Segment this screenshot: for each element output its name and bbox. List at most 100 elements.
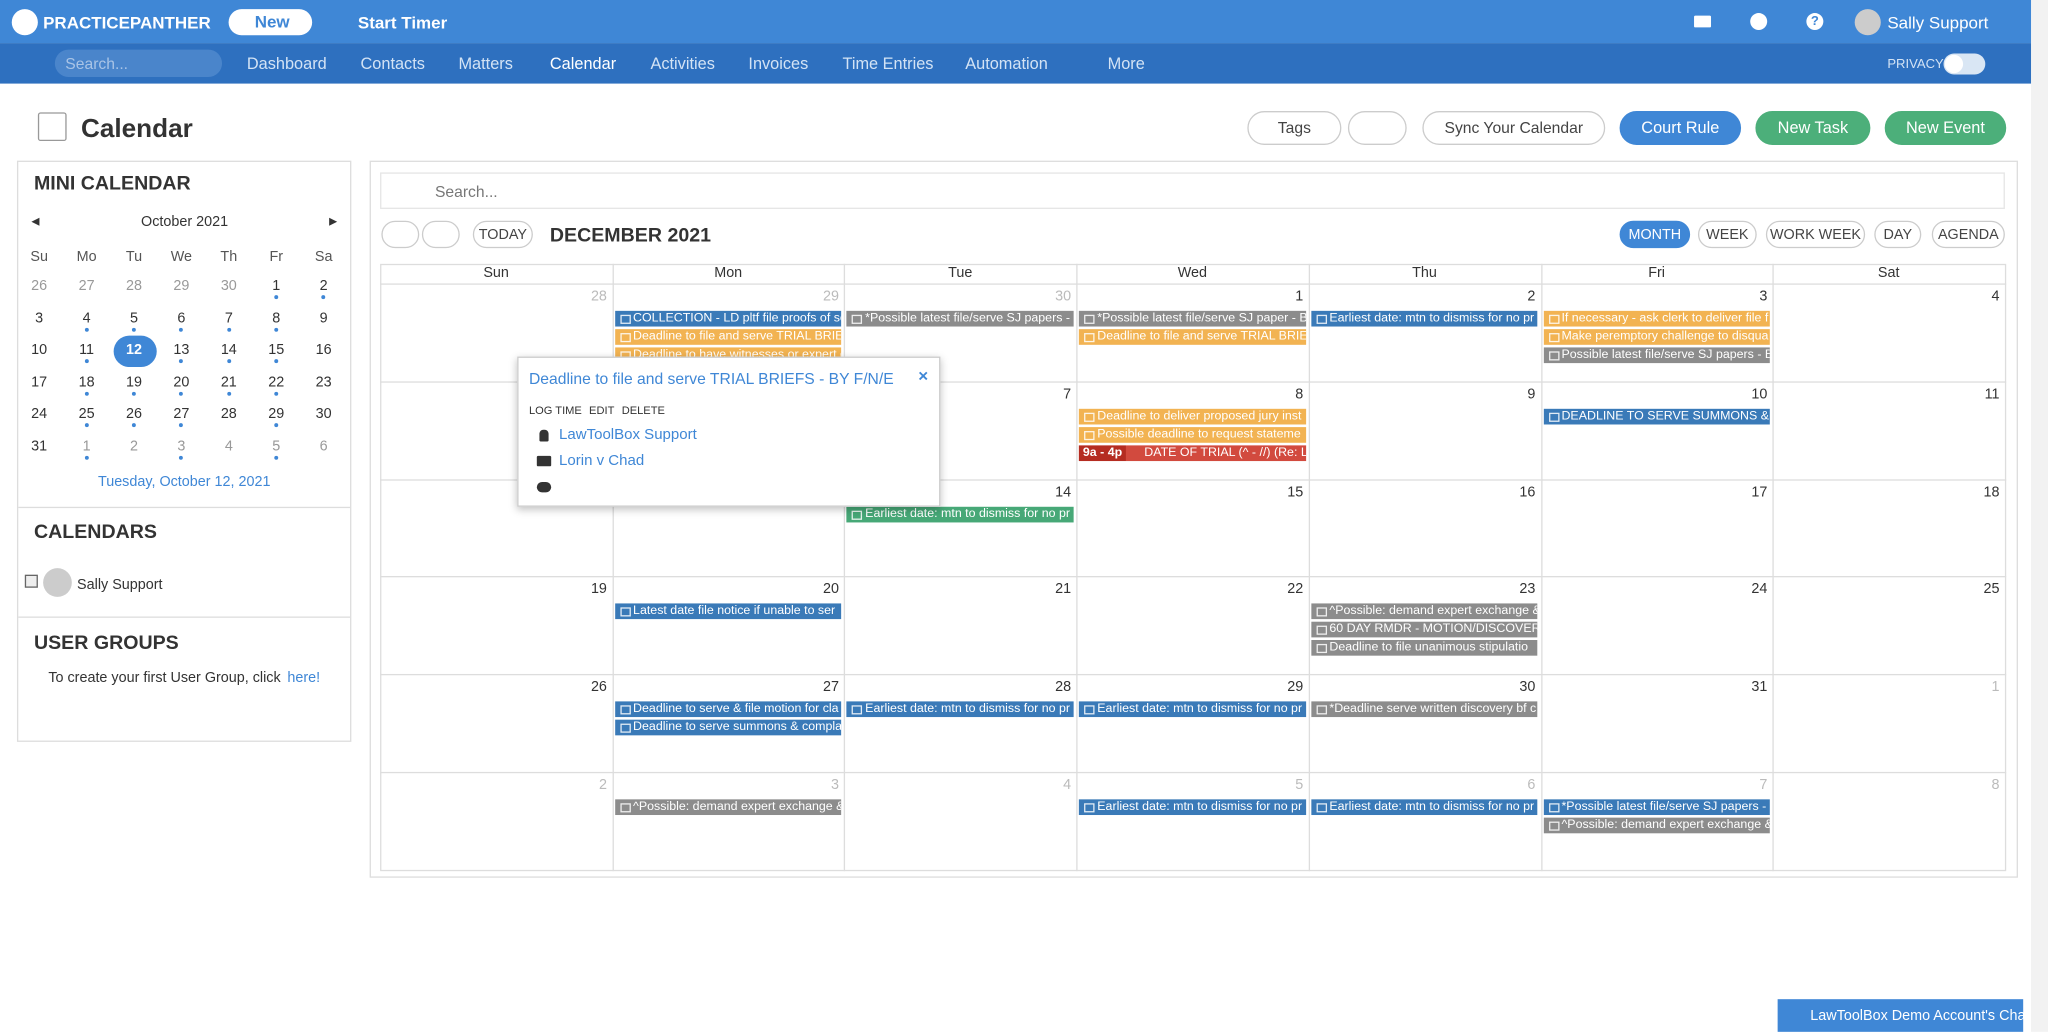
popup-action[interactable]: LOG TIME — [528, 403, 582, 417]
mini-day[interactable]: 4 — [224, 438, 233, 454]
day-number[interactable]: 3 — [831, 777, 840, 793]
day-number[interactable]: 16 — [1519, 484, 1536, 500]
event[interactable]: COLLECTION - LD pltf file proofs of se — [614, 310, 842, 327]
day-number[interactable]: 29 — [823, 288, 840, 305]
event[interactable]: 9a - 4p DATE OF TRIAL (^ - //) (Re: Law — [1078, 445, 1306, 461]
tags-button[interactable]: Tags — [1247, 111, 1342, 145]
prev-month[interactable]: ◀ — [31, 215, 40, 228]
nav-link[interactable]: Time Entries — [842, 54, 934, 74]
mini-day[interactable]: 20 — [173, 374, 190, 390]
day-number[interactable]: 6 — [1527, 777, 1536, 793]
nav-link[interactable]: More — [1107, 54, 1145, 74]
day-number[interactable]: 28 — [590, 288, 607, 305]
event[interactable]: 60 DAY RMDR - MOTION/DISCOVERY — [1311, 622, 1538, 639]
event[interactable]: Possible deadline to request stateme — [1078, 426, 1306, 443]
day-number[interactable]: 14 — [1055, 484, 1072, 500]
event[interactable]: ^Possible: demand expert exchange & — [1311, 604, 1538, 620]
day-number[interactable]: 24 — [1751, 581, 1768, 598]
mini-day[interactable]: 28 — [220, 406, 237, 422]
event[interactable]: Make peremptory challenge to disqua — [1543, 329, 1771, 345]
mini-day[interactable]: 31 — [31, 438, 48, 454]
popup-action[interactable]: DELETE — [621, 403, 665, 417]
mini-day[interactable]: 15 — [268, 342, 285, 358]
day-number[interactable]: 20 — [823, 581, 840, 598]
court-rule-button[interactable]: Court Rule — [1619, 111, 1742, 145]
checkbox[interactable] — [24, 574, 38, 588]
mini-day[interactable]: 27 — [173, 406, 190, 422]
day-number[interactable]: 2 — [598, 777, 607, 793]
nav-link[interactable]: Automation — [965, 54, 1048, 74]
mini-day[interactable]: 13 — [173, 342, 190, 358]
mini-day[interactable]: 29 — [268, 406, 285, 422]
new-task-button[interactable]: New Task — [1755, 111, 1871, 145]
day-number[interactable]: 8 — [1295, 386, 1304, 403]
nav-link[interactable]: Activities — [650, 54, 715, 74]
new-event-button[interactable]: New Event — [1884, 111, 2007, 145]
day-number[interactable]: 15 — [1287, 484, 1304, 500]
mini-day[interactable]: 30 — [220, 278, 237, 294]
day-number[interactable]: 8 — [1991, 777, 2000, 793]
event[interactable]: Deadline to deliver proposed jury inst — [1078, 408, 1306, 425]
mini-day[interactable]: 7 — [224, 310, 233, 326]
event[interactable]: Deadline to serve summons & compla — [614, 720, 842, 736]
day-number[interactable]: 19 — [590, 581, 607, 598]
event[interactable]: Deadline to serve & file motion for cla — [614, 701, 842, 718]
event[interactable]: Possible latest file/serve SJ papers - B — [1543, 347, 1771, 364]
mini-day[interactable]: 27 — [78, 278, 95, 294]
mini-day[interactable]: 22 — [268, 374, 285, 390]
event[interactable]: Earliest date: mtn to dismiss for no pr — [846, 701, 1074, 718]
mini-day[interactable]: 3 — [177, 438, 186, 454]
mini-day[interactable]: 5 — [272, 438, 281, 454]
day-number[interactable]: 25 — [1983, 581, 2000, 598]
popup-title[interactable]: Deadline to file and serve TRIAL BRIEFS … — [528, 369, 894, 388]
user-groups-link[interactable]: here! — [287, 670, 321, 686]
mini-day[interactable]: 17 — [31, 374, 48, 390]
today-button[interactable]: TODAY — [472, 220, 533, 249]
event[interactable]: DEADLINE TO SERVE SUMMONS & CO — [1543, 408, 1771, 425]
mini-day[interactable]: 10 — [31, 342, 48, 358]
privacy-toggle[interactable] — [1943, 53, 1986, 75]
event[interactable]: *Deadline serve written discovery bf c — [1311, 701, 1538, 718]
mini-day[interactable]: 25 — [78, 406, 95, 422]
day-number[interactable]: 7 — [1759, 777, 1768, 793]
event[interactable]: ^Possible: demand expert exchange & — [614, 799, 842, 816]
mini-day[interactable]: 24 — [31, 406, 48, 422]
mini-day[interactable]: 1 — [272, 278, 281, 294]
day-number[interactable]: 7 — [1063, 386, 1072, 403]
mini-day[interactable]: 26 — [125, 406, 142, 422]
nav-link[interactable]: Matters — [458, 54, 513, 74]
popup-contact[interactable]: LawToolBox Support — [559, 427, 697, 443]
day-number[interactable]: 30 — [1519, 679, 1536, 696]
day-number[interactable]: 30 — [1055, 288, 1072, 305]
new-button[interactable]: New — [228, 9, 313, 36]
day-number[interactable]: 4 — [1991, 288, 2000, 305]
event[interactable]: Deadline to file and serve TRIAL BRIEF — [1078, 329, 1306, 345]
mail-icon[interactable] — [1694, 15, 1712, 28]
prev-button[interactable] — [381, 220, 420, 249]
mini-day[interactable]: 6 — [177, 310, 186, 326]
mini-footer[interactable]: Tuesday, October 12, 2021 — [97, 474, 271, 490]
event[interactable]: Deadline to file unanimous stipulatio — [1311, 640, 1538, 657]
view-button[interactable]: DAY — [1874, 220, 1922, 249]
event[interactable]: Latest date file notice if unable to ser — [614, 604, 842, 620]
event[interactable]: Earliest date: mtn to dismiss for no pr — [1311, 310, 1538, 327]
mini-day[interactable]: 30 — [315, 406, 332, 422]
calendar-search[interactable]: Search... — [380, 172, 2005, 209]
event[interactable]: Deadline to file and serve TRIAL BRIEF — [614, 329, 842, 345]
day-number[interactable]: 18 — [1983, 484, 2000, 500]
day-number[interactable]: 10 — [1751, 386, 1768, 403]
mini-day[interactable]: 29 — [173, 278, 190, 294]
mini-day[interactable]: 23 — [315, 374, 332, 390]
view-button[interactable]: WEEK — [1697, 220, 1757, 249]
help-icon[interactable]: ? — [1806, 13, 1824, 31]
mini-day[interactable]: 14 — [220, 342, 237, 358]
day-number[interactable]: 22 — [1287, 581, 1304, 598]
mini-day[interactable]: 1 — [82, 438, 91, 454]
mini-day[interactable]: 4 — [82, 310, 91, 326]
nav-link[interactable]: Contacts — [360, 54, 425, 74]
event[interactable]: *Possible latest file/serve SJ papers - … — [846, 310, 1074, 327]
day-number[interactable]: 5 — [1295, 777, 1304, 793]
day-number[interactable]: 27 — [823, 679, 840, 696]
day-number[interactable]: 21 — [1055, 581, 1072, 598]
day-number[interactable]: 29 — [1287, 679, 1304, 696]
